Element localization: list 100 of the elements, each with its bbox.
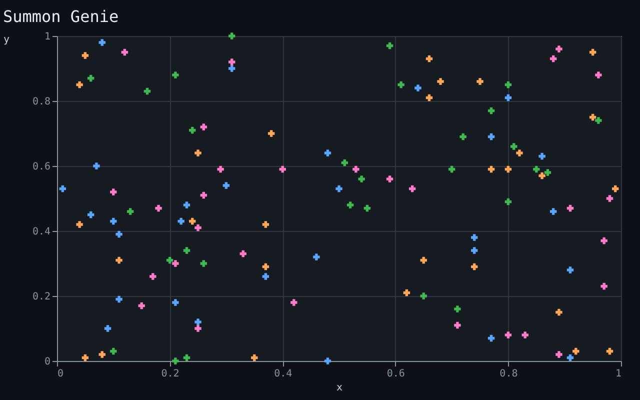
point: [606, 195, 614, 202]
point: [200, 260, 207, 267]
point: [516, 150, 523, 156]
point: [116, 256, 122, 264]
point: [262, 273, 270, 280]
point: [183, 202, 190, 208]
point: [471, 247, 478, 254]
point: [110, 218, 117, 225]
point: [488, 133, 495, 140]
point: [228, 58, 236, 66]
point: [183, 247, 190, 254]
point: [189, 126, 196, 134]
x-tick-label: 0.4: [274, 368, 292, 380]
point: [98, 39, 106, 46]
y-tick-label: 1: [44, 32, 50, 42]
point: [183, 354, 190, 362]
point: [352, 166, 360, 173]
point: [172, 260, 179, 267]
point: [504, 198, 512, 206]
point: [522, 332, 528, 338]
point: [504, 94, 512, 102]
point: [544, 169, 552, 176]
point: [488, 107, 495, 114]
x-tick-label: 0.2: [161, 368, 180, 380]
y-tick-label: 0.6: [32, 162, 50, 172]
point: [251, 354, 258, 362]
point: [76, 221, 83, 228]
point: [87, 211, 94, 218]
point: [290, 299, 298, 306]
point: [200, 124, 207, 130]
point: [324, 150, 332, 156]
point: [595, 117, 602, 124]
point: [166, 256, 174, 264]
point: [504, 332, 512, 338]
point: [116, 296, 122, 303]
point: [595, 72, 602, 78]
point: [420, 256, 427, 264]
point: [538, 172, 546, 180]
point: [550, 55, 557, 62]
point: [82, 52, 89, 59]
point: [324, 358, 332, 364]
point: [155, 204, 162, 212]
point: [556, 308, 562, 316]
point: [510, 143, 518, 150]
y-tick-label: 0: [44, 356, 50, 368]
point: [504, 166, 512, 173]
point: [172, 299, 179, 306]
point: [222, 182, 230, 189]
point: [448, 166, 456, 173]
point: [414, 84, 422, 92]
point: [138, 302, 145, 310]
point: [566, 266, 574, 274]
point: [589, 114, 596, 121]
point: [566, 204, 574, 212]
point: [358, 176, 365, 182]
point: [572, 348, 580, 355]
point: [420, 292, 427, 300]
point: [194, 224, 202, 232]
y-tick-label: 0.8: [32, 96, 50, 108]
x-tick-label: 0.6: [386, 368, 405, 380]
point: [386, 176, 394, 182]
point: [82, 354, 89, 362]
point: [93, 162, 100, 170]
point: [98, 351, 106, 358]
point: [194, 318, 202, 326]
point: [612, 185, 619, 192]
point: [200, 192, 207, 199]
point: [228, 65, 236, 72]
point: [426, 55, 433, 62]
point: [59, 185, 66, 192]
x-axis-title: x: [336, 382, 343, 394]
point: [104, 325, 112, 332]
point: [194, 325, 202, 332]
point: [403, 289, 410, 296]
point: [268, 130, 275, 137]
point: [460, 133, 466, 140]
point: [110, 348, 117, 355]
point: [566, 354, 574, 362]
point: [504, 81, 512, 88]
x-tick-label: 1: [615, 368, 622, 380]
point: [178, 218, 184, 225]
point: [426, 94, 433, 102]
point: [110, 188, 117, 196]
point: [488, 334, 495, 342]
y-axis-title: y: [4, 34, 10, 46]
point: [556, 351, 562, 358]
point: [538, 152, 546, 160]
point: [121, 48, 128, 56]
point: [279, 166, 286, 173]
point: [150, 273, 156, 280]
point: [313, 254, 320, 260]
point: [336, 185, 342, 192]
point: [556, 46, 562, 52]
point: [606, 348, 614, 355]
point: [76, 81, 83, 88]
point: [471, 234, 478, 241]
point: [386, 42, 394, 50]
point: [228, 32, 236, 40]
point: [471, 263, 478, 270]
point: [126, 208, 134, 215]
